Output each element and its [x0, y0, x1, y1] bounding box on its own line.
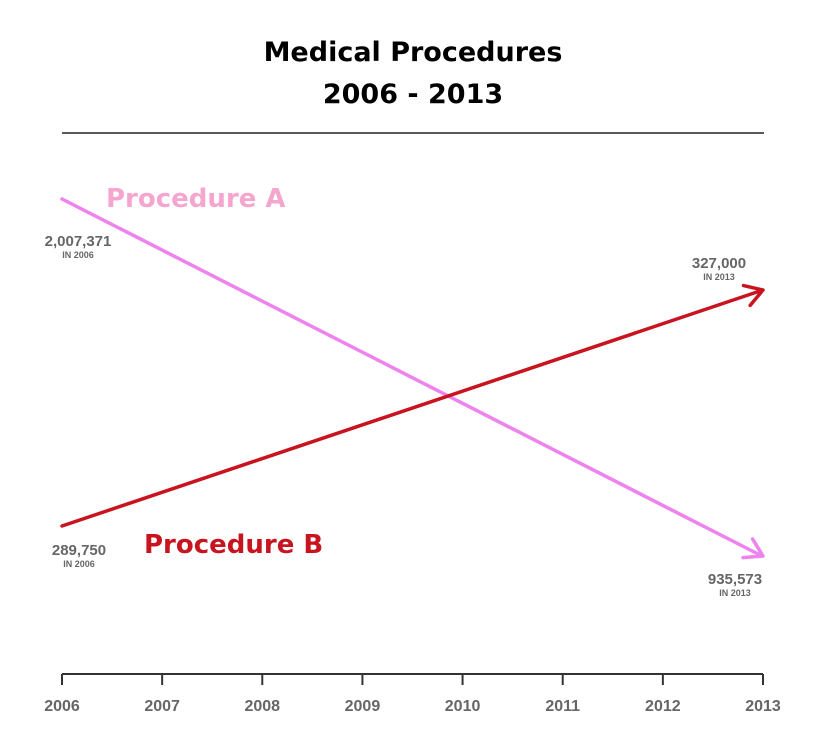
chart-title-line-2: 2006 - 2013 [322, 79, 504, 110]
data-sublabel: IN 2006 [62, 250, 94, 260]
series-name-label: Procedure B [144, 530, 323, 560]
data-label: 935,573 [708, 571, 762, 588]
series-arrowhead [741, 537, 765, 560]
x-tick-label: 2010 [445, 698, 481, 715]
data-label: 2,007,371 [45, 233, 112, 250]
data-label: 327,000 [692, 255, 746, 272]
chart-title: Medical Procedures 2006 - 2013 [0, 32, 826, 116]
x-tick-label: 2012 [645, 698, 681, 715]
series-line [60, 289, 762, 528]
data-sublabel: IN 2006 [63, 559, 95, 569]
x-tick-label: 2008 [244, 698, 280, 715]
x-axis: 2006 2007 2008 2009 2010 2011 2012 2013 [44, 673, 781, 715]
series-line [60, 197, 762, 557]
x-tick-label: 2006 [44, 698, 80, 715]
x-tick-label: 2009 [345, 698, 381, 715]
chart-title-line-1: Medical Procedures [263, 37, 563, 68]
x-tick-label: 2013 [745, 698, 781, 715]
series-name-label: Procedure A [106, 184, 286, 214]
data-label: 289,750 [52, 542, 106, 559]
x-tick-label: 2011 [545, 698, 580, 715]
data-sublabel: IN 2013 [703, 272, 735, 282]
x-tick-label: 2007 [144, 698, 180, 715]
series-arrowhead [741, 283, 765, 308]
data-sublabel: IN 2013 [719, 588, 751, 598]
